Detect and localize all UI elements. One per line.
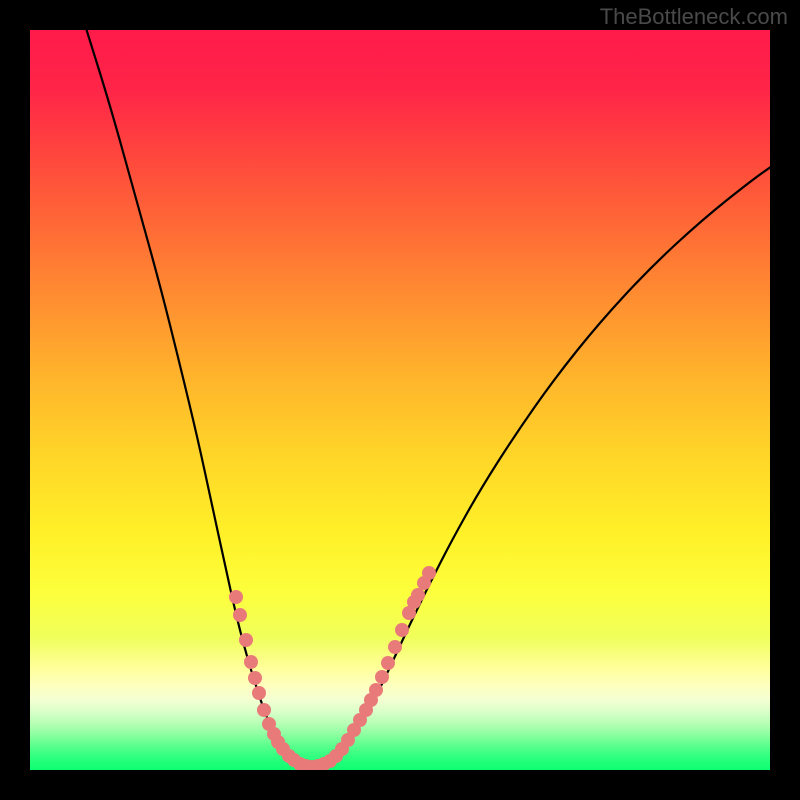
- data-marker: [369, 683, 383, 697]
- data-marker: [422, 566, 436, 580]
- watermark-text: TheBottleneck.com: [600, 4, 788, 30]
- plot-area: [30, 30, 770, 770]
- data-marker: [381, 656, 395, 670]
- data-marker: [395, 623, 409, 637]
- bottleneck-curve: [30, 30, 770, 770]
- data-marker: [375, 670, 389, 684]
- data-marker: [244, 655, 258, 669]
- data-marker: [233, 608, 247, 622]
- data-marker: [257, 703, 271, 717]
- data-marker: [388, 640, 402, 654]
- data-marker: [248, 671, 262, 685]
- data-marker: [239, 633, 253, 647]
- data-marker: [252, 686, 266, 700]
- data-marker: [411, 588, 425, 602]
- data-marker: [229, 590, 243, 604]
